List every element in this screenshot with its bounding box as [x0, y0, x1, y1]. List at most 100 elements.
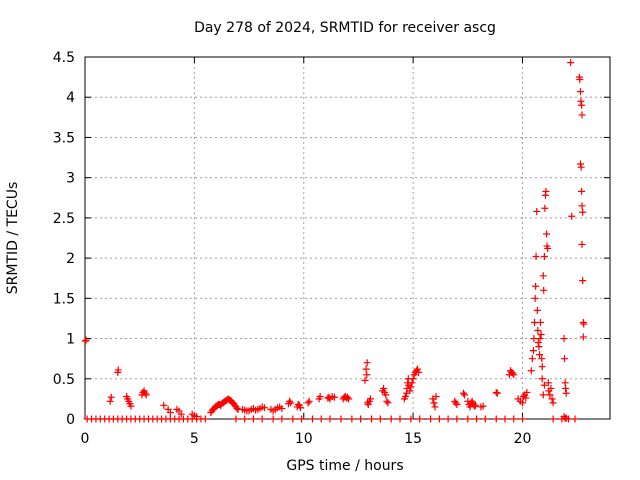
- data-point: [361, 376, 369, 384]
- data-point: [510, 371, 518, 379]
- data-point: [344, 393, 351, 401]
- data-point: [539, 391, 547, 399]
- data-point: [241, 415, 249, 423]
- data-point: [479, 402, 487, 410]
- data-point: [536, 318, 544, 326]
- data-point: [532, 253, 540, 261]
- plot-frame: [84, 56, 611, 420]
- data-point: [432, 392, 440, 400]
- data-point: [249, 415, 257, 423]
- data-point: [459, 389, 467, 397]
- data-point: [364, 401, 372, 409]
- data-point: [258, 415, 266, 423]
- data-point: [568, 212, 576, 220]
- data-point: [533, 207, 541, 215]
- data-point: [287, 399, 295, 407]
- data-point: [579, 208, 587, 216]
- data-point: [278, 415, 286, 423]
- y-tick-label: 2: [66, 251, 75, 267]
- data-point: [562, 414, 570, 422]
- y-tick-label: 4.5: [53, 50, 75, 66]
- data-point: [578, 187, 586, 195]
- data-point: [540, 286, 548, 294]
- data-point: [531, 294, 539, 302]
- data-point: [298, 415, 306, 423]
- data-point: [380, 384, 388, 392]
- y-tick-label: 4: [66, 90, 75, 106]
- data-point: [492, 415, 500, 423]
- x-tick-label: 5: [190, 431, 199, 447]
- x-tick-label: 0: [81, 431, 90, 447]
- data-point: [492, 388, 500, 396]
- y-tick-label: 1.5: [53, 291, 75, 307]
- data-point: [414, 365, 421, 373]
- data-point: [540, 381, 548, 389]
- data-point: [193, 413, 201, 421]
- data-point: [330, 393, 338, 401]
- data-point: [316, 392, 324, 400]
- data-point: [296, 404, 304, 412]
- data-point: [481, 415, 489, 423]
- data-point: [305, 397, 313, 405]
- data-point: [523, 388, 531, 396]
- data-point: [362, 365, 370, 373]
- data-point: [538, 363, 546, 371]
- data-point: [576, 76, 584, 84]
- data-point: [578, 111, 586, 119]
- data-point: [576, 160, 584, 168]
- y-tick-label: 0: [66, 412, 75, 428]
- data-point: [473, 415, 481, 423]
- data-point: [406, 387, 414, 395]
- data-point: [461, 391, 469, 399]
- data-point: [304, 399, 312, 407]
- data-point: [577, 97, 585, 105]
- data-point: [444, 415, 452, 423]
- data-point: [348, 415, 356, 423]
- data-point: [578, 240, 586, 248]
- data-point: [579, 277, 587, 285]
- data-point: [107, 393, 115, 401]
- data-point: [529, 347, 537, 355]
- data-point: [233, 405, 241, 413]
- data-point: [571, 415, 579, 423]
- data-point: [519, 415, 526, 423]
- data-point: [114, 366, 122, 374]
- data-point: [326, 415, 334, 423]
- data-point: [538, 375, 546, 383]
- data-point: [577, 163, 585, 171]
- y-tick-label: 1: [66, 332, 75, 348]
- data-point: [493, 389, 501, 397]
- data-point: [530, 335, 538, 343]
- data-points: [81, 59, 588, 423]
- data-point: [363, 359, 371, 367]
- y-tick-label: 3: [66, 171, 75, 187]
- data-point: [562, 384, 570, 392]
- data-point: [376, 415, 384, 423]
- y-axis-label: SRMTID / TECUs: [5, 182, 21, 295]
- data-point: [549, 399, 557, 407]
- data-point: [177, 410, 185, 418]
- data-point: [538, 355, 546, 363]
- data-point: [278, 405, 286, 413]
- data-point: [366, 395, 374, 403]
- data-point: [540, 253, 548, 261]
- data-point: [435, 415, 443, 423]
- data-point: [286, 397, 294, 405]
- data-point: [384, 399, 392, 407]
- data-point: [519, 399, 526, 407]
- data-point: [548, 395, 556, 403]
- data-point: [531, 318, 539, 326]
- data-point: [407, 383, 415, 391]
- y-tick-label: 3.5: [53, 130, 75, 146]
- data-point: [368, 415, 376, 423]
- y-tick-label: 2.5: [53, 211, 75, 227]
- data-point: [141, 389, 149, 397]
- data-point: [427, 415, 435, 423]
- data-point: [309, 415, 316, 423]
- data-point: [578, 101, 586, 109]
- data-point: [509, 369, 517, 377]
- data-point: [544, 379, 552, 387]
- data-point: [542, 187, 550, 195]
- data-point: [363, 371, 371, 379]
